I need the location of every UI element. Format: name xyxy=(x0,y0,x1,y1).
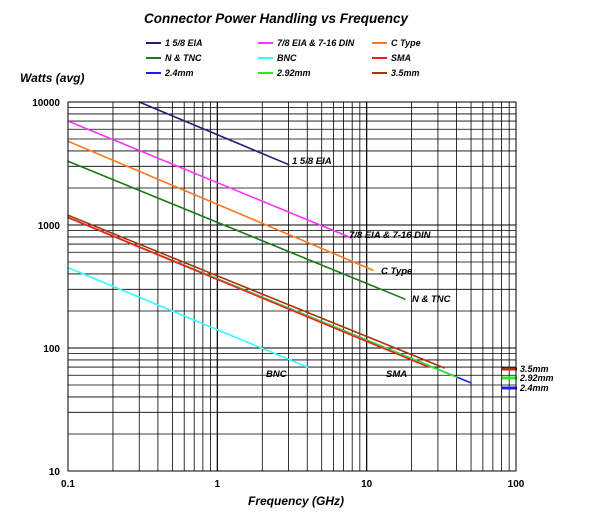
axis-ticks: 0.1 1 10 100 10 100 1000 10000 xyxy=(32,98,525,490)
annotation-label: SMA xyxy=(386,369,407,380)
x-tick-label: 100 xyxy=(508,479,525,490)
y-tick-label: 10000 xyxy=(32,98,60,109)
y-tick-label: 10 xyxy=(49,467,61,478)
legend-label: 3.5mm xyxy=(391,68,420,78)
y-axis-label: Watts (avg) xyxy=(20,71,84,85)
annotation-label: BNC xyxy=(266,369,287,380)
x-tick-label: 10 xyxy=(361,479,373,490)
series-line-bnc xyxy=(67,266,309,368)
series-line-sma xyxy=(67,216,430,368)
legend-label: 1 5/8 EIA xyxy=(165,38,203,48)
legend-label: SMA xyxy=(391,53,411,63)
annotation-label: 1 5/8 EIA xyxy=(292,156,332,167)
series-line-7-8-eia-7-16-din xyxy=(67,120,353,240)
legend-label: 2.4mm xyxy=(164,68,194,78)
chart-title: Connector Power Handling vs Frequency xyxy=(144,11,410,26)
series-line-3-5mm xyxy=(67,214,445,369)
series-line-1-5-8-eia xyxy=(138,101,290,166)
legend-label: 2.92mm xyxy=(276,68,311,78)
legend: 1 5/8 EIA 7/8 EIA & 7-16 DIN C Type N & TNC… xyxy=(146,38,421,78)
series-annotations: 1 5/8 EIA 7/8 EIA & 7-16 DIN C Type N & TNC… xyxy=(266,156,451,380)
y-tick-label: 100 xyxy=(43,344,60,355)
legend-label: BNC xyxy=(277,53,297,63)
x-axis-label: Frequency (GHz) xyxy=(248,494,344,508)
series-line-n-tnc xyxy=(67,160,406,300)
plot-frame xyxy=(67,101,517,472)
x-tick-label: 1 xyxy=(215,479,221,490)
legend-label: N & TNC xyxy=(165,53,202,63)
marker-label: 3.5mm xyxy=(520,364,549,374)
y-tick-label: 1000 xyxy=(38,221,61,232)
annotation-label: N & TNC xyxy=(412,294,451,305)
x-tick-label: 0.1 xyxy=(61,479,75,490)
series-line-c-type xyxy=(67,140,374,271)
marker-label: 2.4mm xyxy=(519,383,549,393)
legend-label: 7/8 EIA & 7-16 DIN xyxy=(277,38,355,48)
annotation-label: 7/8 EIA & 7-16 DIN xyxy=(349,230,432,241)
annotation-label: C Type xyxy=(381,266,413,277)
marker-label: 2.92mm xyxy=(519,373,554,383)
legend-label: C Type xyxy=(391,38,421,48)
series-lines xyxy=(67,101,472,384)
